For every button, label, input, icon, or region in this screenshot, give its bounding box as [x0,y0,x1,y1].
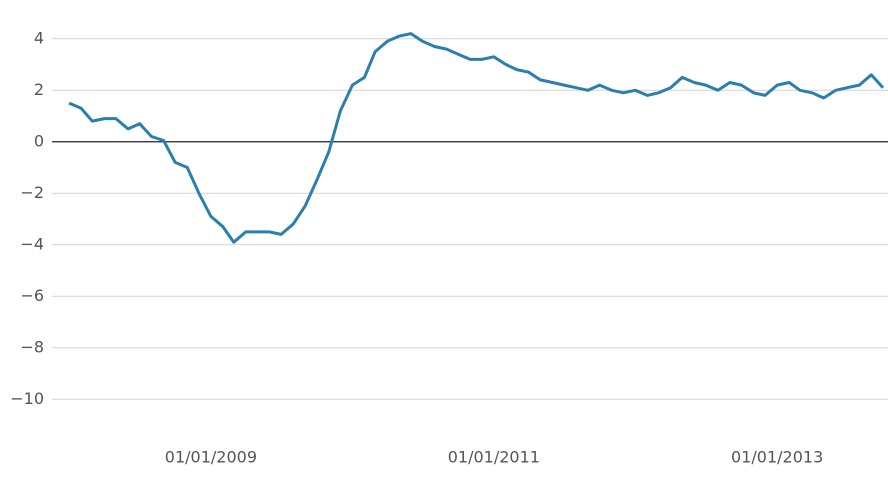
y-tick-label: 4 [34,28,44,47]
y-tick-label: −6 [20,286,44,305]
y-tick-label: 0 [34,131,44,150]
x-tick-label: 01/01/2013 [731,448,823,467]
y-tick-label: −8 [20,337,44,356]
data-line [68,32,885,244]
y-tick-label: 2 [34,80,44,99]
y-tick-label: −2 [20,183,44,202]
y-tick-label: −10 [10,389,44,408]
x-tick-label: 01/01/2009 [165,448,257,467]
x-tick-label: 01/01/2011 [448,448,540,467]
y-tick-label: −4 [20,234,44,253]
